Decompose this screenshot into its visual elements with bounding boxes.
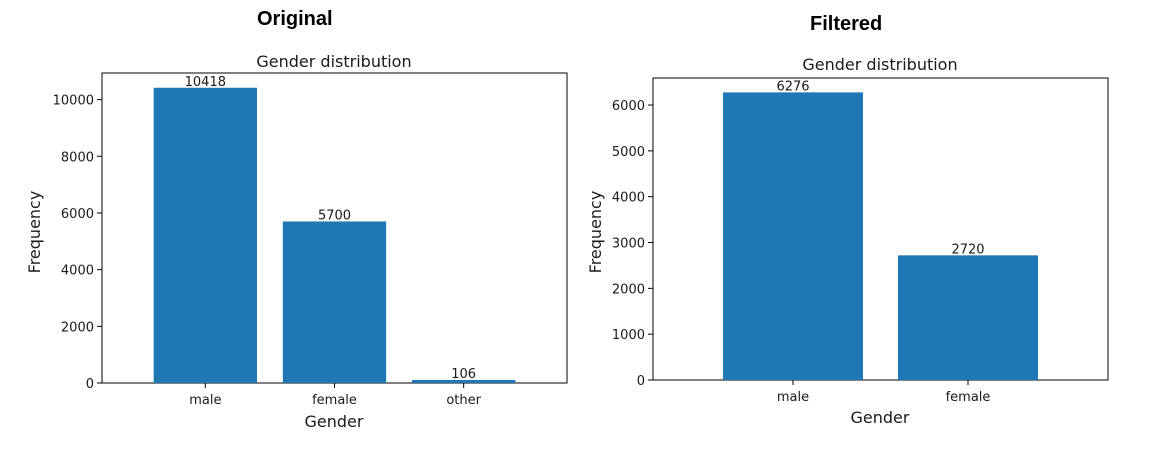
x-axis-label: Gender [305, 412, 364, 431]
original-heading: Original [257, 8, 333, 30]
bar-value-label: 6276 [776, 79, 809, 94]
bar-male [723, 92, 863, 380]
y-axis-label: Frequency [586, 191, 605, 274]
y-tick-label: 2000 [612, 282, 645, 297]
y-tick-label: 0 [637, 374, 645, 389]
bar-male [153, 87, 257, 384]
original-gender-chart: Gender distribution 0 2000 4000 6000 8000 100… [25, 52, 568, 431]
x-tick-label: other [446, 393, 481, 408]
x-axis-label: Gender [851, 408, 910, 427]
x-tick-label: female [946, 390, 991, 405]
y-tick-label: 10000 [53, 94, 94, 109]
plot-area: 0 2000 4000 6000 8000 10000 10418 male 5700 femal… [53, 72, 568, 408]
y-tick-label: 4000 [61, 264, 94, 279]
y-tick-label: 6000 [612, 99, 645, 114]
bar-female [898, 255, 1038, 380]
y-tick-label: 3000 [612, 237, 645, 252]
bar-value-label: 2720 [951, 242, 984, 257]
bar-female [282, 221, 387, 383]
plot-area: 0 1000 2000 3000 4000 5000 6000 6276 male 2720 fem… [612, 77, 1109, 405]
bar-value-label: 10418 [185, 75, 226, 90]
chart-title: Gender distribution [802, 55, 957, 74]
y-tick-label: 4000 [612, 191, 645, 206]
x-tick-label: male [777, 390, 809, 405]
x-tick-label: male [189, 393, 221, 408]
y-tick-label: 6000 [61, 207, 94, 222]
bar-value-label: 5700 [318, 208, 351, 223]
y-tick-label: 1000 [612, 328, 645, 343]
y-tick-label: 0 [86, 377, 94, 392]
y-tick-label: 8000 [61, 150, 94, 165]
y-tick-label: 2000 [61, 320, 94, 335]
bar-other [412, 379, 516, 383]
axes-frame [652, 77, 1109, 381]
filtered-heading: Filtered [810, 13, 883, 35]
x-tick-label: female [312, 393, 357, 408]
bar-value-label: 106 [451, 367, 476, 382]
chart-title: Gender distribution [256, 52, 411, 71]
y-axis-label: Frequency [25, 191, 44, 274]
y-tick-label: 5000 [612, 145, 645, 160]
